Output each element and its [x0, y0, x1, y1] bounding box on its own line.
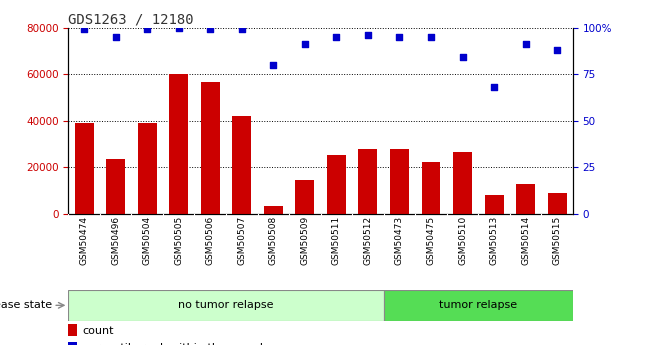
Bar [264, 206, 283, 214]
Bar [453, 152, 472, 214]
Text: GSM50511: GSM50511 [332, 216, 341, 265]
Text: GSM50504: GSM50504 [143, 216, 152, 265]
Text: GSM50515: GSM50515 [553, 216, 562, 265]
Point [395, 34, 405, 40]
Bar [201, 82, 219, 214]
Point [174, 25, 184, 30]
Text: GSM50513: GSM50513 [490, 216, 499, 265]
Bar [390, 149, 409, 214]
Text: GSM50474: GSM50474 [79, 216, 89, 265]
Bar [68, 342, 77, 345]
Bar [383, 290, 573, 321]
Text: GSM50512: GSM50512 [363, 216, 372, 265]
Bar [106, 159, 125, 214]
Text: GSM50496: GSM50496 [111, 216, 120, 265]
Point [79, 27, 89, 32]
Text: GSM50473: GSM50473 [395, 216, 404, 265]
Point [142, 27, 152, 32]
Bar [421, 161, 441, 214]
Bar [484, 195, 503, 214]
Point [426, 34, 436, 40]
Bar [169, 74, 188, 214]
Point [268, 62, 279, 68]
Text: GSM50510: GSM50510 [458, 216, 467, 265]
Text: GSM50505: GSM50505 [174, 216, 183, 265]
Text: no tumor relapse: no tumor relapse [178, 300, 274, 310]
Bar [359, 149, 378, 214]
Bar [138, 123, 157, 214]
Bar [547, 193, 566, 214]
Text: percentile rank within the sample: percentile rank within the sample [83, 343, 270, 345]
Point [236, 27, 247, 32]
Text: count: count [83, 326, 114, 335]
Bar [232, 116, 251, 214]
Bar [516, 184, 535, 214]
Point [111, 34, 121, 40]
Text: GSM50508: GSM50508 [269, 216, 278, 265]
Bar [296, 180, 314, 214]
Text: disease state: disease state [0, 300, 53, 310]
Text: GSM50509: GSM50509 [300, 216, 309, 265]
Point [299, 42, 310, 47]
Text: GSM50506: GSM50506 [206, 216, 215, 265]
Bar [68, 290, 383, 321]
Point [457, 55, 467, 60]
Text: GSM50475: GSM50475 [426, 216, 436, 265]
Text: GSM50507: GSM50507 [237, 216, 246, 265]
Bar [327, 155, 346, 214]
Point [520, 42, 531, 47]
Point [331, 34, 342, 40]
Text: GDS1263 / 12180: GDS1263 / 12180 [68, 12, 194, 27]
Point [363, 32, 373, 38]
Text: GSM50514: GSM50514 [521, 216, 530, 265]
Point [489, 85, 499, 90]
Bar [75, 123, 94, 214]
Point [205, 27, 215, 32]
Bar [68, 324, 77, 336]
Point [552, 47, 562, 53]
Text: tumor relapse: tumor relapse [439, 300, 518, 310]
